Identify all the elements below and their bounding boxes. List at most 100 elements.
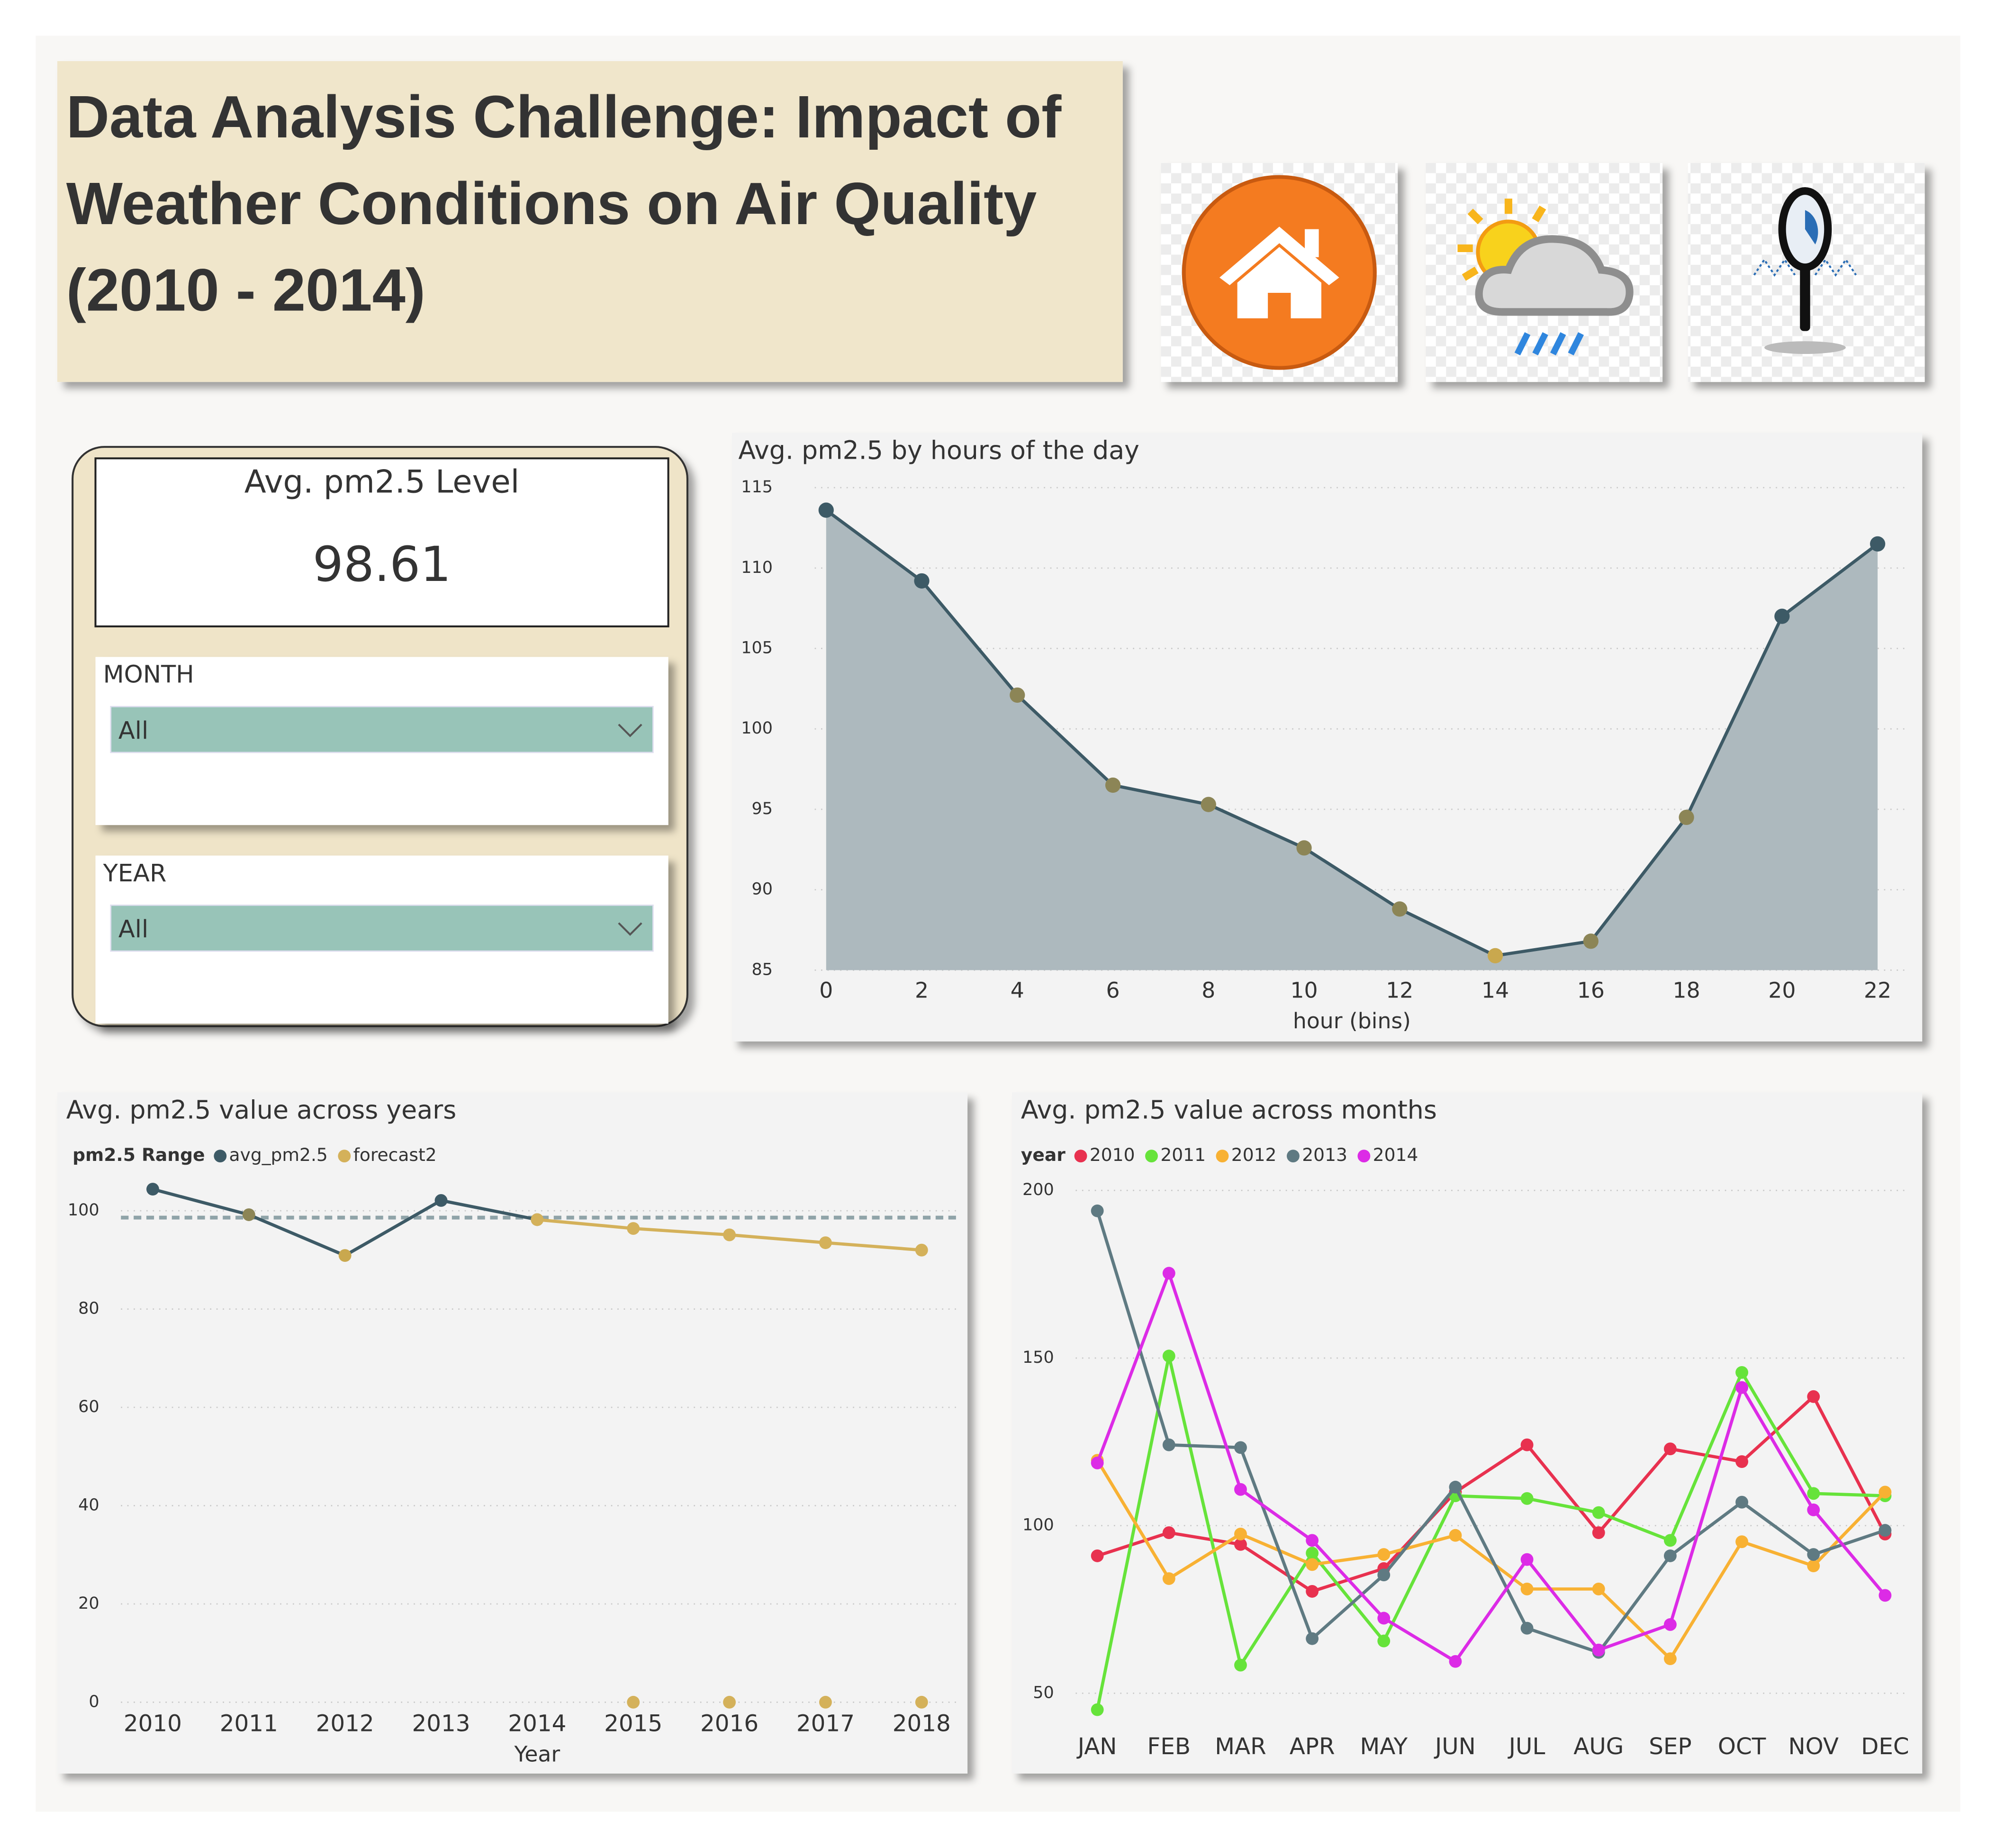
x-tick-label: JUL <box>1508 1733 1545 1760</box>
y-tick-label: 110 <box>741 558 773 577</box>
data-point <box>1377 1612 1391 1625</box>
x-tick-label: 22 <box>1864 978 1891 1003</box>
data-point <box>1162 1572 1175 1585</box>
kpi-card <box>94 457 669 627</box>
data-point <box>1520 1553 1534 1566</box>
data-point <box>1663 1549 1677 1562</box>
x-tick-label: JUN <box>1434 1733 1476 1760</box>
x-tick-label: 0 <box>819 978 833 1003</box>
chart-panel <box>57 1092 968 1774</box>
cloud <box>1475 235 1634 316</box>
x-tick-label: 2012 <box>316 1711 374 1737</box>
dropdown <box>110 905 654 952</box>
legend-marker <box>1286 1150 1300 1163</box>
data-point <box>242 1208 255 1221</box>
analysis-button[interactable] <box>1688 163 1925 382</box>
data-point <box>1592 1526 1605 1540</box>
rain <box>1514 332 1584 355</box>
data-point <box>1807 1559 1820 1573</box>
data-point <box>1392 901 1408 917</box>
data-point <box>1592 1643 1605 1657</box>
data-point <box>146 1183 159 1196</box>
lens-chart <box>1805 210 1818 245</box>
x-axis-title: Year <box>514 1742 560 1767</box>
data-point <box>1735 1495 1749 1509</box>
data-point <box>1010 687 1025 703</box>
data-point <box>1807 1548 1820 1561</box>
x-tick-label: MAR <box>1215 1733 1266 1760</box>
x-tick-label: 2018 <box>893 1711 951 1737</box>
x-tick-label: AUG <box>1573 1733 1624 1760</box>
dropdown-value: All <box>118 915 148 943</box>
data-point <box>1162 1267 1175 1280</box>
data-point <box>1306 1534 1319 1547</box>
data-point <box>1234 1527 1247 1540</box>
legend-label: 2014 <box>1373 1144 1418 1165</box>
page-title: Data Analysis Challenge: Impact of Weath… <box>66 82 1062 324</box>
legend-marker <box>338 1150 351 1163</box>
legend-marker <box>214 1150 227 1163</box>
data-point <box>1679 809 1694 825</box>
area <box>826 510 1878 970</box>
x-tick-label: FEB <box>1147 1733 1191 1760</box>
y-tick-label: 115 <box>741 478 773 497</box>
data-point <box>1234 1538 1247 1551</box>
data-point <box>1487 948 1503 963</box>
legend-title: year <box>1021 1144 1066 1165</box>
data-point <box>1735 1455 1749 1468</box>
data-point <box>914 573 930 589</box>
data-point <box>723 1695 736 1709</box>
chart-title: Avg. pm2.5 by hours of the day <box>738 435 1139 465</box>
x-tick-label: 6 <box>1106 978 1120 1003</box>
chart-title: Avg. pm2.5 value across months <box>1021 1095 1437 1124</box>
data-point <box>1296 840 1312 856</box>
legend-label: 2013 <box>1302 1144 1347 1165</box>
chevron <box>618 922 642 936</box>
y-tick-label: 90 <box>752 880 773 899</box>
data-point <box>1592 1506 1605 1519</box>
data-point <box>1377 1548 1391 1561</box>
data-point <box>1449 1529 1462 1542</box>
month-dropdown[interactable]: All <box>110 706 654 753</box>
data-point <box>1807 1487 1820 1500</box>
data-point <box>627 1695 640 1709</box>
y-tick-label: 50 <box>1033 1683 1054 1702</box>
legend-label: avg_pm2.5 <box>229 1144 328 1165</box>
data-point <box>1234 1658 1247 1672</box>
data-point <box>1091 1549 1104 1562</box>
y-tick-label: 200 <box>1022 1180 1054 1199</box>
weather-button[interactable] <box>1426 163 1663 382</box>
data-point <box>1807 1504 1820 1516</box>
data-point <box>1234 1441 1247 1454</box>
data-point <box>1735 1535 1749 1549</box>
y-tick-label: 40 <box>78 1495 99 1514</box>
data-point <box>1663 1618 1677 1631</box>
y-tick-label: 150 <box>1022 1348 1054 1367</box>
home-button[interactable] <box>1161 163 1398 382</box>
kpi-value: 98.61 <box>313 536 451 593</box>
data-point <box>1162 1438 1175 1451</box>
data-point <box>1870 536 1886 552</box>
data-point <box>338 1249 352 1262</box>
data-point <box>1583 933 1599 949</box>
series-line <box>1096 1459 1887 1661</box>
x-tick-label: APR <box>1290 1733 1335 1760</box>
y-tick-label: 100 <box>741 719 773 738</box>
data-point <box>1449 1655 1462 1668</box>
series-line <box>1095 1210 1886 1655</box>
y-tick-label: 20 <box>78 1594 99 1613</box>
x-tick-label: 12 <box>1386 978 1413 1003</box>
x-tick-label: 2 <box>915 978 929 1003</box>
dropdown-value: All <box>118 717 148 745</box>
series-line <box>1095 1355 1886 1710</box>
x-tick-label: 2015 <box>604 1711 662 1737</box>
year-dropdown[interactable]: All <box>110 905 654 952</box>
x-tick-label: 8 <box>1201 978 1215 1003</box>
x-tick-label: MAY <box>1360 1733 1408 1760</box>
data-point <box>819 1236 832 1250</box>
x-tick-label: 2010 <box>124 1711 182 1737</box>
sun-rays <box>1457 199 1546 281</box>
data-point <box>1377 1568 1391 1582</box>
data-point <box>1735 1366 1749 1379</box>
